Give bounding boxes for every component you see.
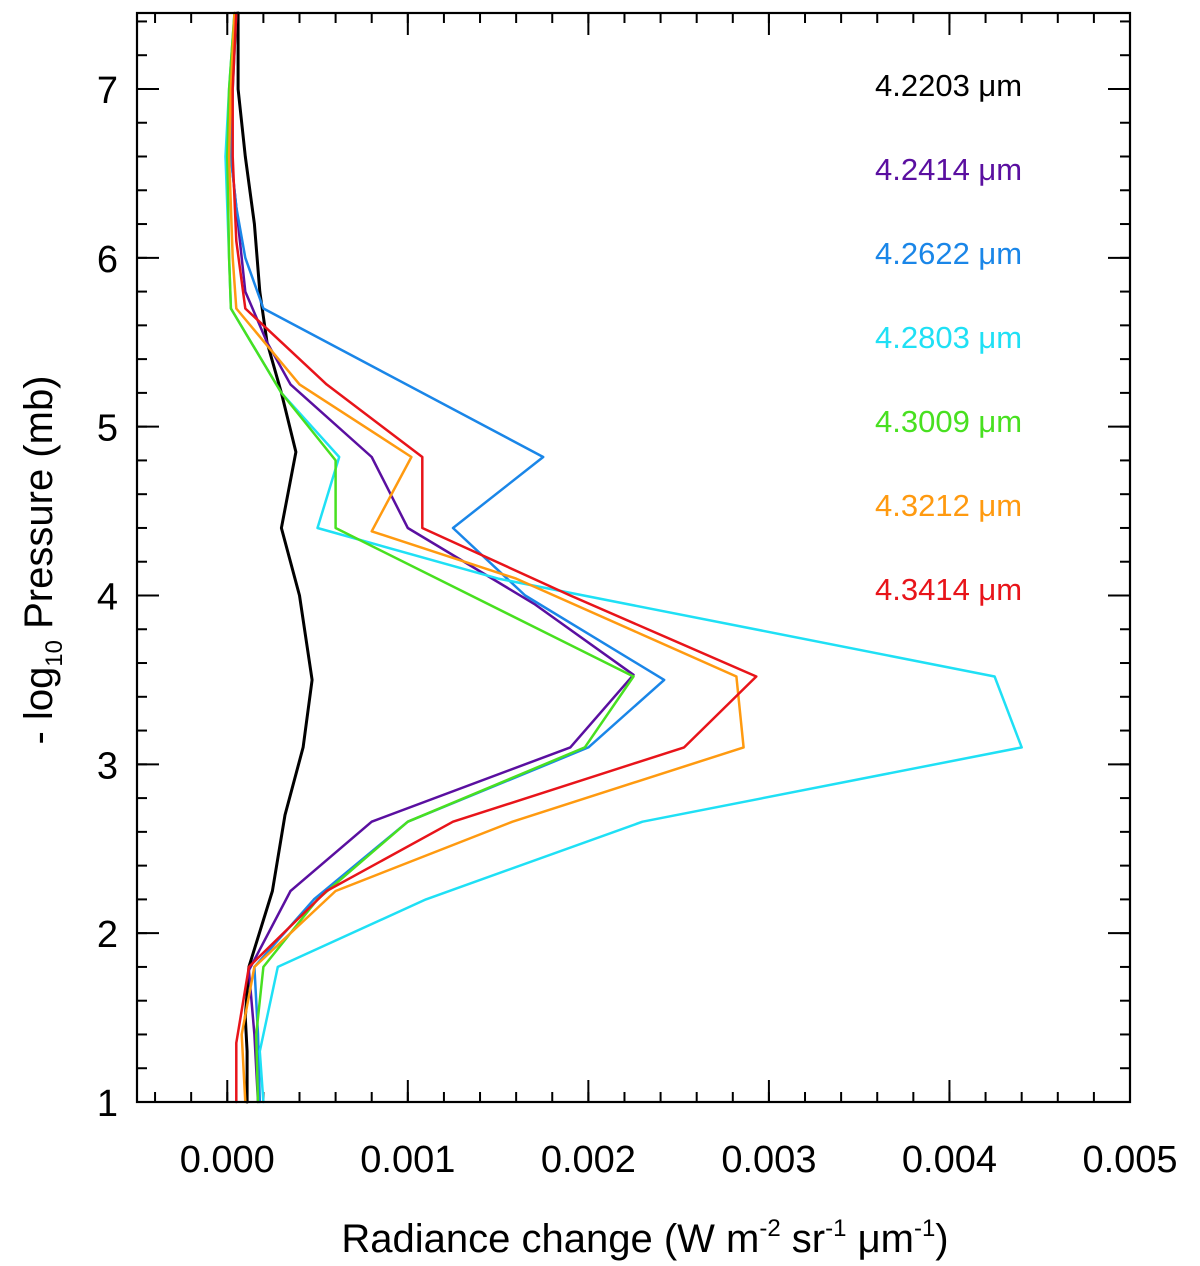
x-tick-label: 0.003 [721,1139,816,1181]
series-line [229,11,635,1104]
x-axis-title: Radiance change (W m-2 sr-1 μm-1) [341,1215,948,1261]
legend-entry: 4.2414 μm [875,152,1022,187]
series-line [226,11,635,1104]
x-tick-label: 0.004 [902,1139,997,1181]
y-tick-label: 1 [97,1083,118,1125]
y-tick-label: 7 [97,70,118,112]
series-line [231,11,758,1104]
y-tick-label: 2 [97,914,118,956]
legend-entry: 4.2622 μm [875,236,1022,271]
series-line [236,11,314,1104]
legend-entry: 4.3009 μm [875,404,1022,439]
y-tick-label: 4 [97,576,118,618]
legend-entry: 4.3212 μm [875,488,1022,523]
y-axis-title: - log10 Pressure (mb) [17,375,68,744]
legend-entry: 4.3414 μm [875,572,1022,607]
y-tick-label: 6 [97,239,118,281]
legend: 4.2203 μm 4.2414 μm 4.2622 μm 4.2803 μm 4.30… [875,68,1022,607]
y-tick-label: 5 [97,408,118,450]
legend-entry: 4.2203 μm [875,68,1022,103]
series-line [227,11,745,1104]
legend-entry: 4.2803 μm [875,320,1022,355]
y-tick-label: 3 [97,745,118,787]
y-tick-labels: 1 2 3 4 5 6 7 [97,70,118,1125]
series-line [229,11,666,1104]
x-tick-label: 0.001 [360,1139,455,1181]
series-layer [224,11,1023,1104]
x-tick-labels: 0.000 0.001 0.002 0.003 0.004 0.005 [180,1139,1178,1181]
minor-ticks [137,13,1131,1103]
x-tick-label: 0.002 [541,1139,636,1181]
x-tick-label: 0.005 [1082,1139,1177,1181]
x-tick-label: 0.000 [180,1139,275,1181]
plot-frame [135,11,1132,1104]
